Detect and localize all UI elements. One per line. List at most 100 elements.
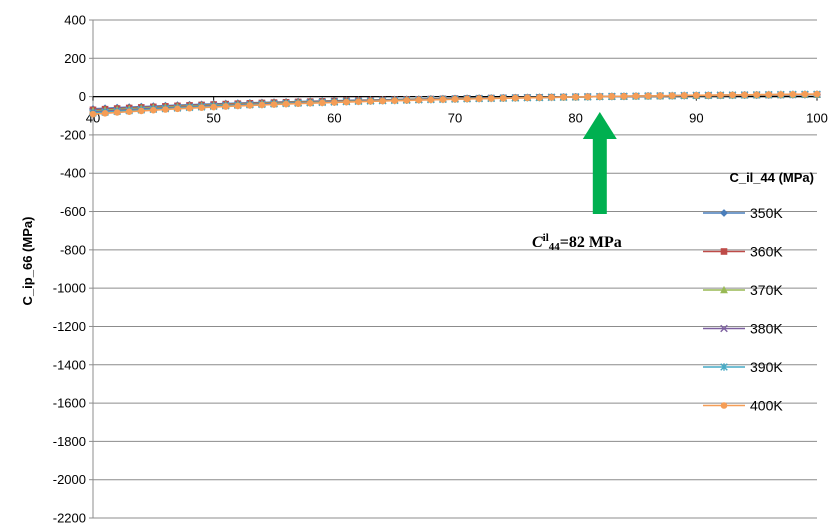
legend-marker (720, 324, 728, 333)
legend-label: 380K (750, 321, 783, 337)
legend-label: 370K (750, 282, 783, 298)
legend-item-380K: 380K (703, 321, 783, 337)
legend-item-360K: 360K (703, 244, 783, 260)
data-point (451, 95, 459, 103)
x-tick-label: 60 (327, 111, 341, 126)
data-point (89, 110, 97, 118)
y-tick-label: -200 (60, 127, 86, 142)
data-point (331, 99, 338, 106)
y-tick-label: -600 (60, 204, 86, 219)
data-point (343, 98, 350, 106)
legend-marker (720, 363, 728, 371)
legend-label: 400K (750, 398, 783, 414)
data-point (125, 108, 133, 115)
data-point (717, 91, 724, 99)
y-tick-label: 400 (64, 13, 86, 28)
data-point (729, 91, 736, 99)
data-point (270, 101, 278, 108)
data-point (487, 95, 495, 102)
annotation-text: Cil44=82 MPa (532, 232, 622, 253)
data-point (234, 102, 242, 110)
axes: 400 200 0 -200 -400 -600 -800 -1000 -1200 -1400 -1… (20, 13, 828, 526)
data-point (427, 96, 435, 104)
data-point (801, 90, 809, 98)
y-tick-label: -2000 (53, 472, 86, 487)
data-point (463, 95, 471, 103)
arrow-shaft (592, 138, 607, 214)
y-tick-label: -2200 (53, 511, 86, 526)
legend-marker (720, 285, 728, 294)
data-point (210, 103, 217, 111)
data-point (113, 109, 121, 116)
data-point (439, 96, 447, 103)
data-point (137, 107, 145, 115)
data-point (680, 92, 688, 99)
data-point (596, 93, 604, 100)
y-tick-label: -1000 (53, 281, 86, 296)
legend-label: 360K (750, 244, 783, 260)
data-point (536, 94, 543, 101)
data-point (765, 91, 773, 98)
data-point (560, 93, 567, 101)
data-point (101, 110, 109, 117)
legend-label: 390K (750, 359, 783, 375)
data-point (499, 94, 507, 102)
y-tick-label: -1400 (53, 357, 86, 372)
data-point (512, 94, 519, 102)
annotation: Cil44=82 MPa (532, 112, 622, 253)
series-400K (89, 90, 821, 118)
y-tick-label: -1200 (53, 319, 86, 334)
y-tick-label: -800 (60, 242, 86, 257)
legend-item-390K: 390K (703, 359, 783, 375)
data-point (403, 97, 411, 104)
data-point (777, 91, 785, 98)
legend-marker (720, 209, 728, 217)
y-tick-label: -400 (60, 166, 86, 181)
data-point (475, 95, 483, 103)
data-point (150, 106, 157, 114)
data-point (294, 100, 302, 107)
data-point (572, 93, 579, 101)
data-point (282, 100, 290, 108)
data-point (813, 90, 821, 98)
data-point (162, 106, 169, 113)
data-point (379, 97, 386, 105)
x-axis-title: C_il_44 (MPa) (729, 170, 814, 185)
y-axis-title: C_ip_66 (MPa) (20, 217, 35, 306)
data-point (415, 96, 423, 104)
legend-marker (720, 248, 728, 255)
data-point (318, 99, 326, 107)
data-point (367, 98, 374, 105)
legend-label: 350K (750, 205, 783, 221)
gridlines (93, 19, 817, 519)
y-tick-label: -1800 (53, 434, 86, 449)
x-tick-label: 100 (806, 111, 828, 126)
data-point (656, 92, 664, 100)
data-point (198, 104, 205, 111)
data-point (584, 93, 592, 101)
data-point (693, 92, 700, 99)
data-point (306, 99, 314, 107)
data-point (741, 91, 748, 99)
legend: 350K 360K 370K 380K 390K 400K (703, 205, 783, 414)
x-tick-label: 90 (689, 111, 703, 126)
x-tick-label: 50 (206, 111, 220, 126)
y-tick-label: 200 (64, 51, 86, 66)
legend-item-370K: 370K (703, 282, 783, 298)
series-group (89, 90, 821, 118)
data-point (246, 102, 254, 109)
data-point (705, 91, 712, 99)
data-point (174, 105, 181, 113)
arrow-head (582, 112, 617, 139)
legend-item-350K: 350K (703, 205, 783, 221)
data-point (548, 94, 555, 101)
data-point (355, 98, 362, 105)
x-tick-label: 80 (568, 111, 582, 126)
data-point (222, 103, 230, 110)
data-point (668, 92, 676, 99)
y-tick-label: -1600 (53, 396, 86, 411)
data-point (608, 93, 616, 100)
data-point (789, 91, 797, 98)
